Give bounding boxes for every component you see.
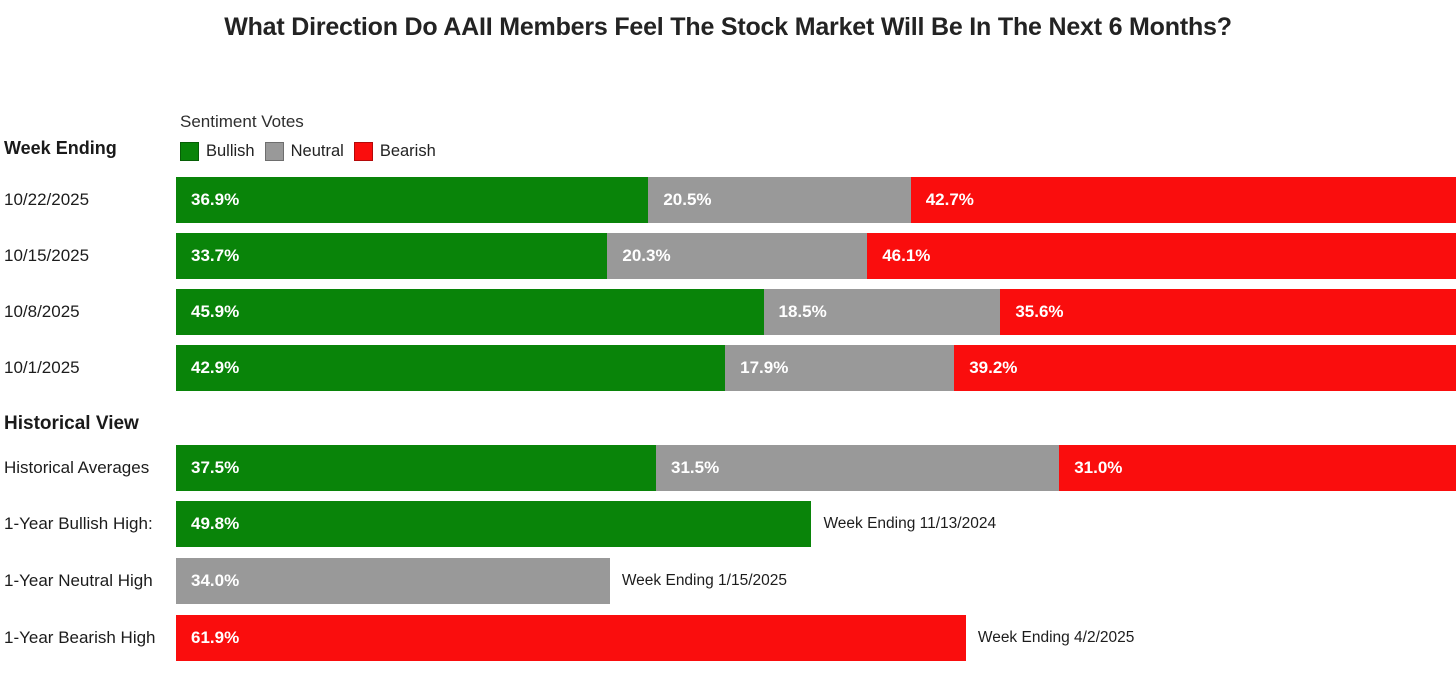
bar-track: 61.9% <box>176 615 966 661</box>
row-label: 10/1/2025 <box>4 358 80 377</box>
historical-averages-row-wrap: Historical Averages 37.5% 31.5% 31.0% <box>0 445 1456 491</box>
bar-segment-neutral: 31.5% <box>656 445 1060 491</box>
page-title: What Direction Do AAII Members Feel The … <box>224 13 1232 41</box>
bar-segment-neutral: 18.5% <box>763 289 1001 335</box>
bar-value-label: 49.8% <box>191 514 240 533</box>
row-label: 10/15/2025 <box>4 246 90 265</box>
legend-item: Neutral <box>264 142 344 161</box>
bar-annotation: Week Ending 4/2/2025 <box>977 629 1135 646</box>
bar-track: 42.9% 17.9% 39.2% <box>176 345 1456 391</box>
bar-value-label: 20.3% <box>622 246 671 265</box>
bar-value-label: 42.9% <box>191 358 240 377</box>
bar-annotation: Week Ending 1/15/2025 <box>621 572 787 589</box>
bar-row: 1-Year Neutral High 34.0% Week Ending 1/15… <box>0 558 1456 604</box>
bar-annotation: Week Ending 11/13/2024 <box>823 515 997 532</box>
bar-track: 37.5% 31.5% 31.0% <box>176 445 1456 491</box>
historical-highs: 1-Year Bullish High: 49.8% Week Ending 11/… <box>0 501 1456 661</box>
historical-section-header: Historical View <box>4 413 139 434</box>
row-label: 1-Year Bearish High <box>4 628 156 647</box>
row-label: 10/22/2025 <box>4 190 90 209</box>
bar-value-label: 31.0% <box>1074 458 1123 477</box>
bar-row: 10/15/2025 33.7% 20.3% 46.1% <box>0 233 1456 279</box>
bar-value-label: 33.7% <box>191 246 240 265</box>
bar-value-label: 37.5% <box>191 458 240 477</box>
bar-value-label: 20.5% <box>663 190 712 209</box>
chart-rows-area: 10/22/2025 36.9% 20.5% 42.7% 10/15/2025 33.7%… <box>0 177 1456 672</box>
bar-value-label: 39.2% <box>969 358 1018 377</box>
legend-swatch-bearish <box>353 142 373 161</box>
bar-segment-bullish: 37.5% <box>176 445 656 491</box>
bar-value-label: 46.1% <box>882 246 931 265</box>
bar-segment-bearish: 39.2% <box>954 345 1456 391</box>
legend: Sentiment Votes Bullish Neutral Bearish <box>180 112 446 161</box>
bar-segment-bearish: 31.0% <box>1059 445 1456 491</box>
legend-item: Bullish <box>180 142 255 161</box>
bar-segment-bullish: 49.8% <box>176 501 812 547</box>
bar-value-label: 31.5% <box>671 458 720 477</box>
bar-segment-neutral: 34.0% <box>176 558 610 604</box>
bar-row: 1-Year Bullish High: 49.8% Week Ending 11/… <box>0 501 1456 547</box>
bar-track: 36.9% 20.5% 42.7% <box>176 177 1456 223</box>
bar-track: 33.7% 20.3% 46.1% <box>176 233 1456 279</box>
bar-segment-bullish: 36.9% <box>176 177 649 223</box>
bar-segment-neutral: 20.5% <box>648 177 911 223</box>
row-label: 1-Year Bullish High: <box>4 514 153 533</box>
bar-segment-bullish: 42.9% <box>176 345 726 391</box>
bar-value-label: 36.9% <box>191 190 240 209</box>
bar-segment-bearish: 42.7% <box>910 177 1456 223</box>
bar-track: 34.0% <box>176 558 610 604</box>
bar-value-label: 34.0% <box>191 571 240 590</box>
bar-row: 10/8/2025 45.9% 18.5% 35.6% <box>0 289 1456 335</box>
bar-value-label: 17.9% <box>740 358 789 377</box>
legend-label: Bearish <box>379 142 436 160</box>
row-axis-header: Week Ending <box>4 138 117 158</box>
bar-row: 10/1/2025 42.9% 17.9% 39.2% <box>0 345 1456 391</box>
bar-row: 10/22/2025 36.9% 20.5% 42.7% <box>0 177 1456 223</box>
bar-track: 45.9% 18.5% 35.6% <box>176 289 1456 335</box>
row-label: 10/8/2025 <box>4 302 80 321</box>
bar-row: 1-Year Bearish High 61.9% Week Ending 4/2/… <box>0 615 1456 661</box>
bar-value-label: 61.9% <box>191 628 240 647</box>
bar-row: Historical Averages 37.5% 31.5% 31.0% <box>0 445 1456 491</box>
legend-swatch-neutral <box>264 142 284 161</box>
bar-value-label: 18.5% <box>778 302 827 321</box>
bar-segment-neutral: 17.9% <box>725 345 955 391</box>
weekly-rows: 10/22/2025 36.9% 20.5% 42.7% 10/15/2025 33.7%… <box>0 177 1456 391</box>
bar-value-label: 42.7% <box>925 190 974 209</box>
legend-swatch-bullish <box>180 142 199 161</box>
bar-segment-neutral: 20.3% <box>607 233 868 279</box>
legend-title: Sentiment Votes <box>180 112 304 131</box>
legend-item: Bearish <box>353 142 436 161</box>
row-label: Historical Averages <box>4 458 150 477</box>
legend-label: Bullish <box>206 142 255 160</box>
bar-segment-bearish: 46.1% <box>867 233 1456 279</box>
bar-segment-bearish: 35.6% <box>1000 289 1456 335</box>
legend-label: Neutral <box>290 142 344 160</box>
bar-segment-bearish: 61.9% <box>176 615 966 661</box>
bar-value-label: 35.6% <box>1015 302 1064 321</box>
row-label: 1-Year Neutral High <box>4 571 153 590</box>
bar-segment-bullish: 33.7% <box>176 233 608 279</box>
legend-items: Bullish Neutral Bearish <box>180 142 446 161</box>
bar-segment-bullish: 45.9% <box>176 289 764 335</box>
bar-track: 49.8% <box>176 501 812 547</box>
bar-value-label: 45.9% <box>191 302 240 321</box>
